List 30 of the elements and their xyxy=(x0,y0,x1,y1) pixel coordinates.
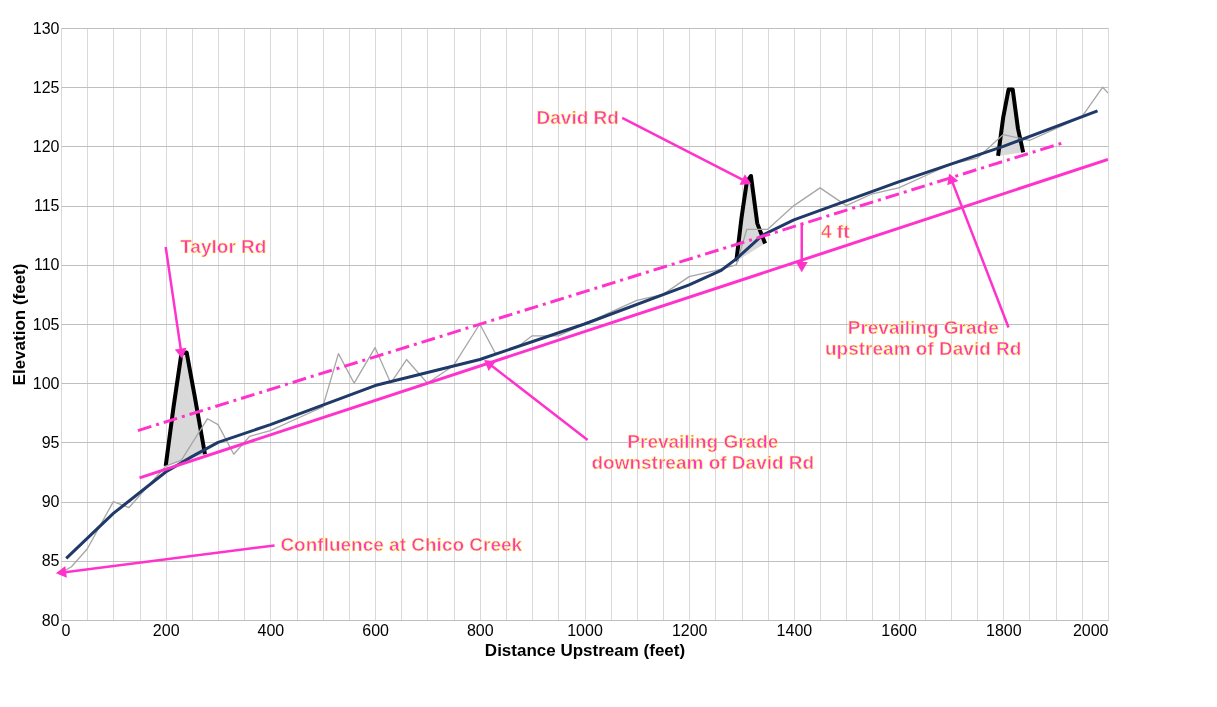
x-tick-label: 200 xyxy=(152,621,180,639)
x-axis-title: Distance Upstream (feet) xyxy=(484,640,686,660)
annotation: Taylor Rd xyxy=(180,236,267,258)
x-tick-label: 1200 xyxy=(671,621,708,639)
y-tick-label: 95 xyxy=(41,433,60,451)
y-tick-label: 120 xyxy=(32,137,60,155)
annotation: Prevailing Grade downstream of David Rd xyxy=(591,431,815,474)
y-tick-label: 130 xyxy=(32,19,60,37)
x-tick-label: 1400 xyxy=(776,621,813,639)
y-tick-label: 85 xyxy=(41,552,60,570)
y-tick-label: 90 xyxy=(41,493,60,511)
annotation: David Rd xyxy=(536,106,619,128)
annotation: Prevailing Grade upstream of David Rd xyxy=(825,316,1022,359)
x-tick-label: 1800 xyxy=(986,621,1022,639)
annotation: 4 ft xyxy=(821,220,851,242)
y-tick-label: 100 xyxy=(32,374,60,392)
y-tick-label: 80 xyxy=(41,611,60,629)
x-tick-label: 1000 xyxy=(567,621,603,639)
annotation: Confluence at Chico Creek xyxy=(280,534,523,556)
y-tick-label: 115 xyxy=(33,197,60,215)
x-tick-label: 2000 xyxy=(1072,621,1109,639)
y-tick-label: 110 xyxy=(33,256,60,274)
x-tick-label: 400 xyxy=(257,621,285,639)
x-tick-label: 600 xyxy=(362,621,390,639)
x-tick-label: 0 xyxy=(61,621,71,639)
x-tick-label: 800 xyxy=(466,621,494,639)
y-tick-label: 105 xyxy=(32,315,60,333)
y-tick-label: 125 xyxy=(32,78,60,96)
x-tick-label: 1600 xyxy=(881,621,917,639)
y-axis-title: Elevation (feet) xyxy=(9,263,29,386)
